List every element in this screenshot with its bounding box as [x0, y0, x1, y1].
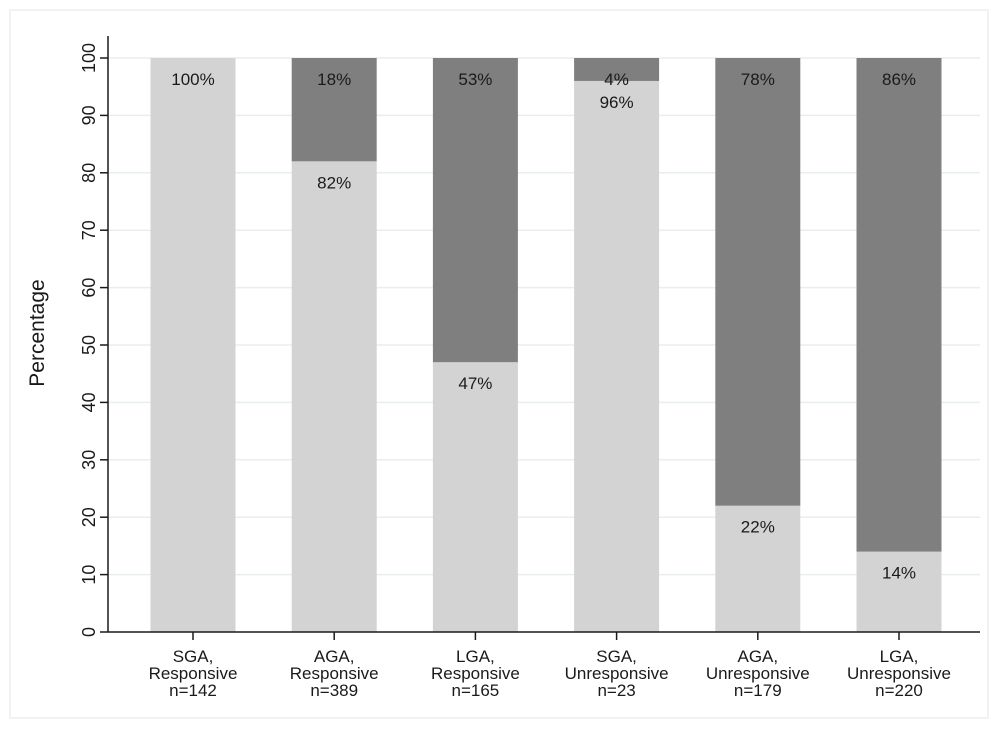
- y-tick-label: 0: [79, 627, 99, 637]
- bars: [150, 58, 942, 632]
- bar-segment-lower: [291, 161, 377, 632]
- y-tick-label: 50: [79, 335, 99, 355]
- y-tick-label: 90: [79, 105, 99, 125]
- data-label: 78%: [741, 70, 775, 89]
- x-tick-label: SGA, Responsive n=142: [149, 647, 238, 700]
- data-label: 18%: [317, 70, 351, 89]
- data-label: 96%: [600, 93, 634, 112]
- data-label: 14%: [882, 564, 916, 583]
- x-tick-label: LGA, Unresponsive n=220: [847, 647, 951, 700]
- y-tick-label: 10: [79, 565, 99, 585]
- data-labels: 100% 82% 18% 47% 53% 96% 4% 22% 78% 14% 86%: [171, 70, 916, 583]
- bar-segment-upper: [856, 58, 942, 552]
- y-tick-label: 30: [79, 450, 99, 470]
- data-label: 47%: [458, 374, 492, 393]
- y-tick-label: 20: [79, 507, 99, 527]
- x-tick-label: SGA, Unresponsive n=23: [565, 647, 669, 700]
- x-tick-label: AGA, Unresponsive n=179: [706, 647, 810, 700]
- bar-segment-lower: [574, 80, 660, 632]
- data-label: 4%: [604, 70, 629, 89]
- data-label: 53%: [458, 70, 492, 89]
- data-label: 22%: [741, 518, 775, 537]
- y-tick-label: 100: [79, 43, 99, 73]
- data-label: 82%: [317, 173, 351, 192]
- bar-segment-lower: [150, 58, 236, 632]
- y-tick-label: 60: [79, 278, 99, 298]
- bar-segment-upper: [291, 58, 377, 162]
- bar-segment-upper: [432, 58, 518, 363]
- axes: 0 10 20 30 40 50 60 70 80 90 100 SGA, Responsive n=14…: [79, 36, 980, 700]
- y-tick-label: 70: [79, 220, 99, 240]
- bar-segment-lower: [715, 505, 801, 632]
- gridlines: [108, 57, 980, 576]
- x-tick-label: LGA, Responsive n=165: [431, 647, 520, 700]
- data-label: 86%: [882, 70, 916, 89]
- bar-segment-lower: [432, 362, 518, 632]
- data-label: 100%: [171, 70, 214, 89]
- y-tick-label: 80: [79, 163, 99, 183]
- x-tick-label: AGA, Responsive n=389: [290, 647, 379, 700]
- bar-segment-upper: [715, 58, 801, 506]
- y-tick-label: 40: [79, 392, 99, 412]
- bar-segment-lower: [856, 551, 942, 632]
- y-axis-title: Percentage: [26, 279, 49, 386]
- bar-segment-upper: [574, 58, 660, 81]
